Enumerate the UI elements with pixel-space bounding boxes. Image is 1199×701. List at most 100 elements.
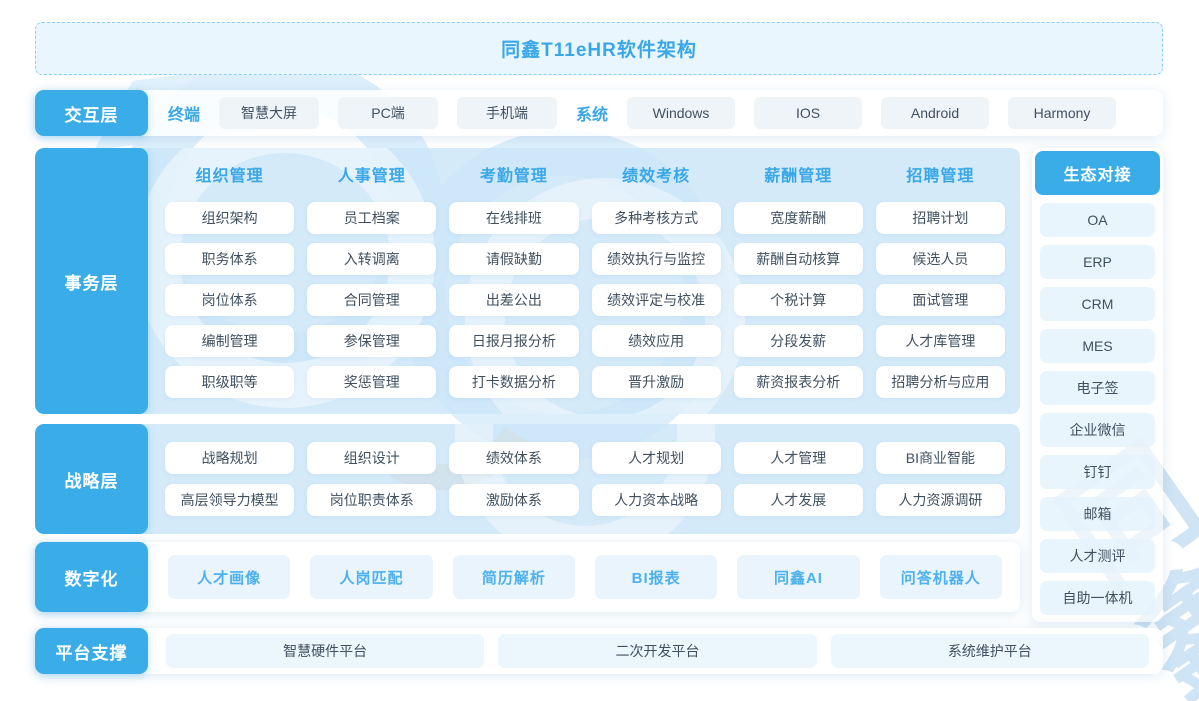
business-item: 个税计算	[733, 283, 863, 316]
business-item: 奖惩管理	[307, 365, 437, 398]
business-column-org: 组织管理 组织架构职务体系岗位体系编制管理职级职等	[165, 165, 295, 398]
strategy-item: 人才管理	[733, 442, 863, 474]
system-group-items: Windows IOS Android Harmony	[627, 97, 1117, 129]
business-item: 面试管理	[875, 283, 1005, 316]
strategy-item: 绩效体系	[449, 442, 579, 474]
interaction-layer-label: 交互层	[35, 90, 148, 136]
strategy-item: BI商业智能	[875, 442, 1005, 474]
business-item: 职级职等	[165, 365, 295, 398]
digital-layer-items: 人才画像 人岗匹配 简历解析 BI报表 同鑫AI 问答机器人	[148, 542, 1020, 612]
column-items: 员工档案入转调离合同管理参保管理奖惩管理	[307, 201, 437, 398]
platform-layer-items: 智慧硬件平台 二次开发平台 系统维护平台	[148, 628, 1163, 674]
strategy-item: 组织设计	[307, 442, 437, 474]
column-items: 多种考核方式 绩效执行与监控 绩效评定与校准 绩效应用晋升激励	[591, 201, 721, 398]
ecosystem-header: 生态对接	[1035, 151, 1160, 195]
terminal-item: PC端	[338, 97, 439, 129]
column-header: 人事管理	[337, 167, 406, 185]
interaction-layer-content: 终端 智慧大屏 PC端 手机端 系统 Windows IOS Android Harmon…	[148, 90, 1163, 136]
business-item: 绩效应用	[591, 324, 721, 357]
ecosystem-items: OA ERP CRM MES 电子签企业微信钉钉邮箱人才测评自助一体机	[1032, 198, 1163, 615]
terminal-item: 手机端	[457, 97, 558, 129]
ecosystem-item: 人才测评	[1040, 539, 1155, 573]
business-column-salary: 薪酬管理 宽度薪酬 薪酬自动核算 个税计算 分段发薪 薪资报表分析	[733, 165, 863, 398]
business-column-performance: 绩效考核 多种考核方式 绩效执行与监控 绩效评定与校准 绩效应用晋升激励	[591, 165, 721, 398]
ecosystem-item: OA	[1040, 203, 1155, 237]
terminal-item: 智慧大屏	[219, 97, 320, 129]
strategy-item: 岗位职责体系	[307, 484, 437, 516]
column-header: 绩效考核	[622, 167, 691, 185]
business-item: 人才库管理	[875, 324, 1005, 357]
business-layer-grid: 组织管理 组织架构职务体系岗位体系编制管理职级职等 人事管理 员工档案入转调离合…	[148, 148, 1020, 414]
system-group-label: 系统	[576, 107, 609, 124]
business-column-attendance: 考勤管理 在线排班 请假缺勤 出差公出 日报月报分析 打卡数据分析	[449, 165, 579, 398]
business-item: 在线排班	[449, 201, 579, 234]
business-item: 参保管理	[307, 324, 437, 357]
ecosystem-item: ERP	[1040, 245, 1155, 279]
platform-layer-label: 平台支撑	[35, 628, 148, 674]
ecosystem-item: 钉钉	[1040, 455, 1155, 489]
system-item: IOS	[754, 97, 863, 129]
business-item: 编制管理	[165, 324, 295, 357]
title-box: 同鑫T11eHR软件架构	[35, 22, 1163, 75]
ecosystem-item: 邮箱	[1040, 497, 1155, 531]
column-items: 招聘计划 候选人员 面试管理 人才库管理 招聘分析与应用	[875, 201, 1005, 398]
strategy-item: 人力资本战略	[591, 484, 721, 516]
ecosystem-item: 自助一体机	[1040, 581, 1155, 615]
digital-item: 同鑫AI	[737, 555, 860, 599]
strategy-item: 激励体系	[449, 484, 579, 516]
business-item: 多种考核方式	[591, 201, 721, 234]
column-header: 组织管理	[195, 167, 264, 185]
business-column-recruit: 招聘管理 招聘计划 候选人员 面试管理 人才库管理 招聘分析与应用	[875, 165, 1005, 398]
ecosystem-item: 电子签	[1040, 371, 1155, 405]
business-item: 合同管理	[307, 283, 437, 316]
system-item: Harmony	[1008, 97, 1117, 129]
terminal-group-items: 智慧大屏 PC端 手机端	[219, 97, 558, 129]
strategy-layer-section: 战略层 战略规划 组织设计 绩效体系 人才规划 人才管理 BI商业智能 高层领导力模型 岗位…	[35, 424, 1020, 534]
business-item: 职务体系	[165, 242, 295, 275]
strategy-item: 人力资源调研	[875, 484, 1005, 516]
interaction-layer-row: 交互层 终端 智慧大屏 PC端 手机端 系统 Windows IOS Android Ha…	[35, 90, 1163, 136]
business-layer-label: 事务层	[35, 148, 148, 414]
strategy-layer-label: 战略层	[35, 424, 148, 534]
terminal-group-label: 终端	[168, 107, 201, 124]
business-layer-section: 事务层 组织管理 组织架构职务体系岗位体系编制管理职级职等 人事管理 员工档案入…	[35, 148, 1020, 414]
digital-layer-label: 数字化	[35, 542, 148, 612]
system-item: Windows	[627, 97, 736, 129]
strategy-item: 战略规划	[165, 442, 295, 474]
business-item: 绩效评定与校准	[591, 283, 721, 316]
ecosystem-item: CRM	[1040, 287, 1155, 321]
business-item: 员工档案	[307, 201, 437, 234]
system-item: Android	[881, 97, 990, 129]
business-item: 招聘计划	[875, 201, 1005, 234]
business-item: 晋升激励	[591, 365, 721, 398]
platform-layer-row: 平台支撑 智慧硬件平台 二次开发平台 系统维护平台	[35, 628, 1163, 674]
column-items: 在线排班 请假缺勤 出差公出 日报月报分析 打卡数据分析	[449, 201, 579, 398]
ecosystem-item: 企业微信	[1040, 413, 1155, 447]
platform-item: 二次开发平台	[498, 634, 817, 668]
digital-item: 简历解析	[452, 555, 575, 599]
digital-item: 问答机器人	[879, 555, 1002, 599]
business-item: 组织架构	[165, 201, 295, 234]
business-item: 岗位体系	[165, 283, 295, 316]
strategy-item: 人才规划	[591, 442, 721, 474]
column-header: 招聘管理	[906, 167, 975, 185]
digital-item: 人岗匹配	[310, 555, 433, 599]
strategy-layer-grid: 战略规划 组织设计 绩效体系 人才规划 人才管理 BI商业智能 高层领导力模型 岗位职责体系…	[148, 424, 1020, 534]
business-item: 出差公出	[449, 283, 579, 316]
digital-item: 人才画像	[168, 555, 291, 599]
business-item: 薪酬自动核算	[733, 242, 863, 275]
column-header: 薪酬管理	[764, 167, 833, 185]
business-item: 招聘分析与应用	[875, 365, 1005, 398]
business-item: 入转调离	[307, 242, 437, 275]
ecosystem-panel: 生态对接 OA ERP CRM MES 电子签企业微信钉钉邮箱人才测评自助一体机	[1032, 148, 1163, 622]
business-item: 绩效执行与监控	[591, 242, 721, 275]
platform-item: 系统维护平台	[830, 634, 1149, 668]
ecosystem-item: MES	[1040, 329, 1155, 363]
business-item: 请假缺勤	[449, 242, 579, 275]
business-column-hr: 人事管理 员工档案入转调离合同管理参保管理奖惩管理	[307, 165, 437, 398]
column-items: 宽度薪酬 薪酬自动核算 个税计算 分段发薪 薪资报表分析	[733, 201, 863, 398]
digital-layer-row: 数字化 人才画像 人岗匹配 简历解析 BI报表 同鑫AI 问答机器人	[35, 542, 1020, 612]
business-item: 分段发薪	[733, 324, 863, 357]
column-items: 组织架构职务体系岗位体系编制管理职级职等	[165, 201, 295, 398]
